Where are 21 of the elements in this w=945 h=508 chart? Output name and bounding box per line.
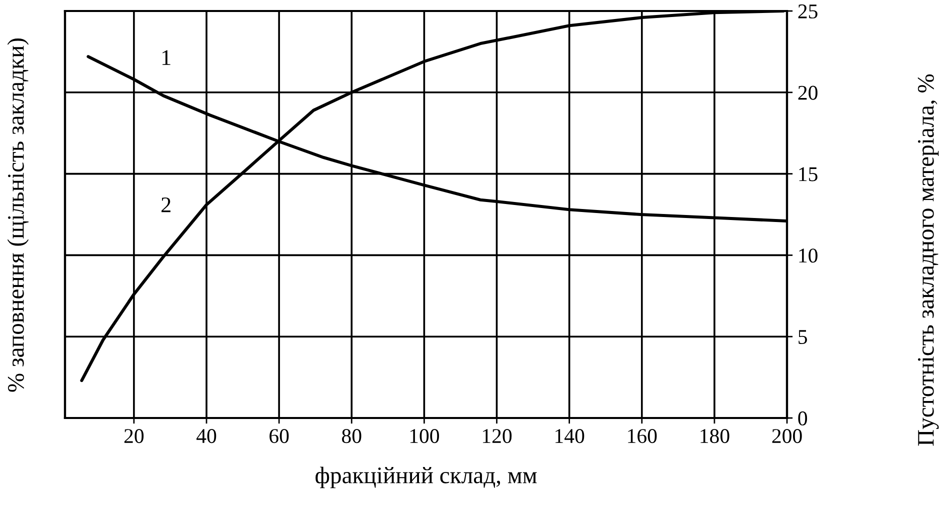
y2-tick-label: 25 [798, 4, 818, 18]
x-tick-label: 160 [628, 429, 657, 444]
series-label: 1 [162, 50, 170, 65]
x-tick-label: 100 [410, 429, 440, 444]
x-tick-label: 80 [342, 429, 362, 444]
x-axis-title: фракційний склад, мм [316, 466, 537, 488]
x-tick-label: 60 [270, 429, 289, 444]
y2-tick-label: 10 [799, 248, 818, 263]
y2-tick-label: 20 [798, 86, 818, 100]
x-tick-label: 40 [196, 429, 216, 444]
y2-axis-title: Пустотність закладного матеріала, % [918, 74, 939, 446]
x-tick-label: 180 [700, 429, 730, 444]
y2-tick-label: 5 [798, 330, 808, 344]
y2-tick-label: 0 [798, 411, 808, 426]
x-tick-label: 120 [482, 429, 512, 444]
x-tick-label: 200 [772, 429, 802, 444]
x-tick-label: 140 [556, 429, 584, 444]
x-tick-label: 20 [124, 429, 144, 444]
y2-tick-label: 15 [799, 167, 818, 182]
y-axis-title: % заповнення (щільність закладки) [7, 38, 29, 392]
series-label: 2 [162, 197, 170, 212]
